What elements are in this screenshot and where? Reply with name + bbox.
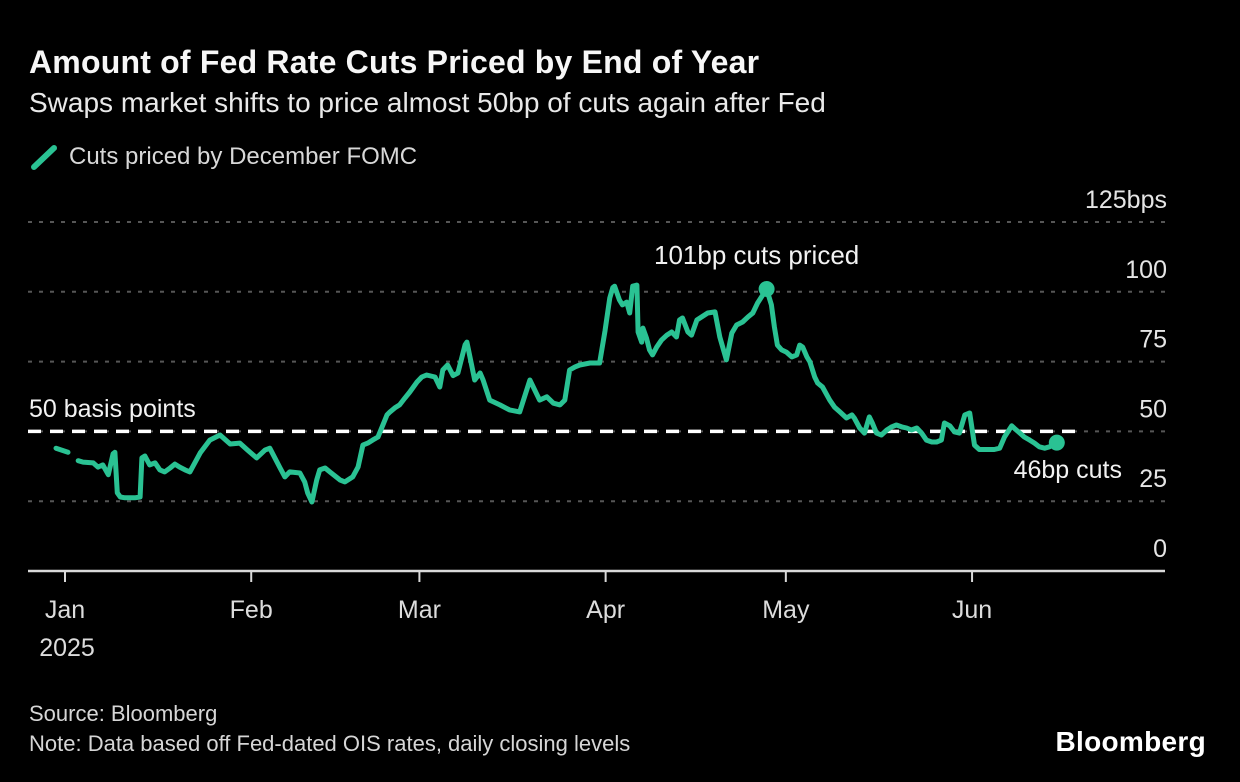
y-axis-label-100: 100 (1125, 256, 1167, 284)
y-axis-label-50: 50 (1139, 395, 1167, 423)
legend-line-swatch-icon (31, 145, 57, 170)
x-axis-label-Jan: Jan (45, 596, 85, 624)
source-text: Source: Bloomberg (29, 701, 218, 726)
x-axis-label-Jun: Jun (952, 596, 992, 624)
page-title: Amount of Fed Rate Cuts Priced by End of… (29, 44, 760, 80)
x-axis-label-Mar: Mar (398, 596, 441, 624)
x-axis-label-May: May (762, 596, 810, 624)
legend: Cuts priced by December FOMC (29, 142, 417, 172)
x-axis-year-label: 2025 (39, 634, 95, 662)
y-axis-label-125: 125bps (1085, 186, 1167, 214)
page-subtitle: Swaps market shifts to price almost 50bp… (29, 87, 826, 118)
annotation-50-basis-points: 50 basis points (29, 395, 196, 423)
legend-label: Cuts priced by December FOMC (69, 143, 418, 170)
data-line-segment-0 (53, 445, 71, 455)
annotation-last-46bp: 46bp cuts (1013, 456, 1122, 484)
footer: Source: Bloomberg Note: Data based off F… (29, 699, 630, 759)
annotation-peak-101bp: 101bp cuts priced (654, 240, 860, 270)
y-axis-label-25: 25 (1139, 465, 1167, 493)
x-axis-label-Apr: Apr (586, 596, 625, 624)
y-axis-label-75: 75 (1139, 326, 1167, 354)
bloomberg-logo: Bloomberg (1055, 726, 1206, 757)
note-text: Note: Data based off Fed-dated OIS rates… (29, 731, 631, 756)
y-axis-label-0: 0 (1153, 535, 1167, 563)
marker-dot-0 (758, 281, 775, 297)
data-line-segment-1 (75, 282, 1060, 505)
x-axis-label-Feb: Feb (230, 596, 273, 624)
marker-dot-1 (1048, 434, 1065, 451)
